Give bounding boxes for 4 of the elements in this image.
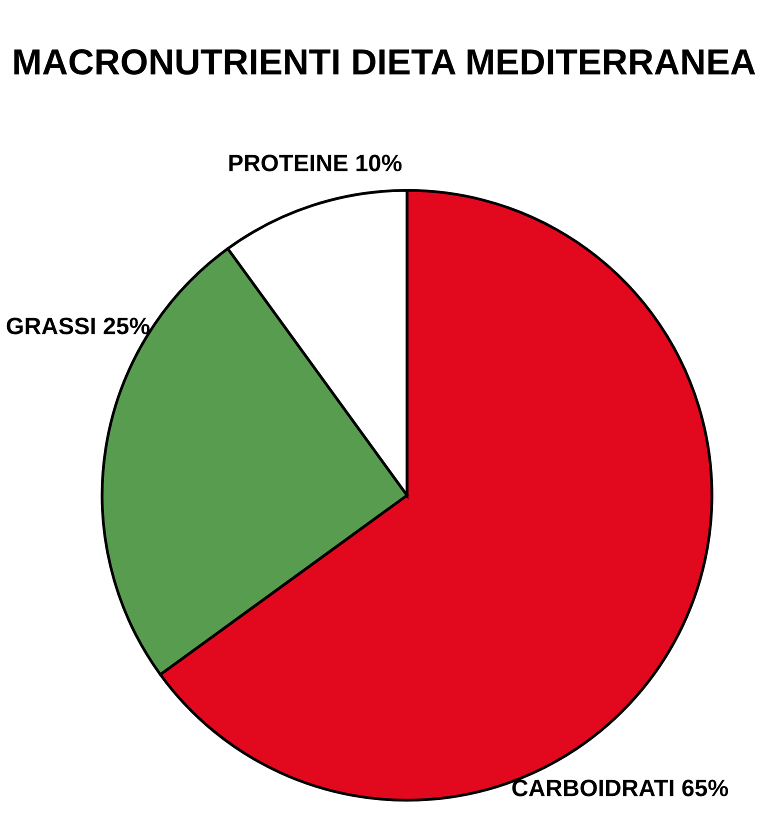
slice-label: PROTEINE 10% <box>229 154 402 172</box>
slice-label: GRASSI 25% <box>6 318 150 334</box>
chart-title: MACRONUTRIENTI DIETA MEDITERRANEA <box>14 49 756 75</box>
slice-label: CARBOIDRATI 65% <box>512 780 728 796</box>
